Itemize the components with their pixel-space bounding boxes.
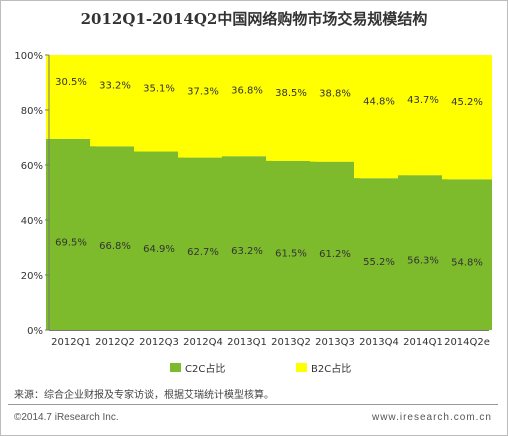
data-label: 33.2% (99, 81, 131, 92)
data-label: 69.5% (55, 237, 87, 248)
x-tick-label: 2013Q1 (227, 337, 267, 348)
data-label: 61.5% (275, 248, 307, 259)
legend-label: C2C占比 (185, 362, 225, 375)
data-label: 30.5% (55, 77, 87, 88)
y-tick-label: 20% (21, 271, 43, 282)
data-label: 63.2% (231, 246, 263, 257)
legend-label: B2C占比 (311, 362, 351, 375)
bar-segment (354, 178, 404, 330)
data-label: 54.8% (451, 258, 483, 269)
data-label: 35.1% (143, 83, 175, 94)
chart-title: 2012Q1-2014Q2中国网络购物市场交易规模结构 (80, 10, 428, 28)
y-tick-label: 0% (27, 326, 43, 337)
source-note: 来源：综合企业财报及专家访谈，根据艾瑞统计模型核算。 (14, 390, 274, 401)
x-tick-label: 2013Q2 (271, 337, 311, 348)
x-tick-label: 2013Q4 (359, 337, 399, 348)
bar-segment (90, 55, 140, 147)
copyright-text: ©2014.7 iResearch Inc. (14, 412, 119, 423)
bar-segment (398, 175, 448, 330)
x-tick-label: 2012Q3 (139, 337, 179, 348)
y-tick-label: 60% (21, 161, 43, 172)
bar-segment (134, 151, 184, 330)
data-label: 45.2% (451, 97, 483, 108)
bar-segment (178, 157, 228, 330)
stacked-bar-chart: 69.5% 30.5% 2012Q1 66.8% 33.2% 2012Q2 64.9% 35.… (14, 51, 492, 375)
bar-segment (398, 55, 448, 176)
data-label: 61.2% (319, 249, 351, 260)
x-tick-label: 2012Q1 (51, 337, 91, 348)
data-label: 36.8% (231, 86, 263, 97)
bar-segment (222, 55, 272, 157)
data-label: 55.2% (363, 257, 395, 268)
footer-divider (8, 404, 498, 405)
bar-segment (310, 55, 360, 162)
data-label: 43.7% (407, 95, 439, 106)
x-tick-label: 2013Q3 (315, 337, 355, 348)
legend-swatch (170, 363, 181, 372)
bar-segment (134, 55, 184, 152)
y-tick-label: 100% (14, 51, 43, 62)
bar-segment (90, 146, 140, 330)
data-label: 56.3% (407, 256, 439, 267)
x-tick-label: 2012Q4 (183, 337, 223, 348)
bar-segment (46, 138, 96, 330)
data-label: 66.8% (99, 241, 131, 252)
data-label: 64.9% (143, 244, 175, 255)
bar-segment (354, 55, 404, 179)
bar-segment (46, 55, 96, 139)
bar-segment (442, 179, 492, 330)
y-tick-label: 80% (21, 106, 43, 117)
y-tick-label: 40% (21, 216, 43, 227)
bar-segment (222, 156, 272, 330)
bar-segment (442, 55, 492, 180)
x-tick-label: 2012Q2 (95, 337, 135, 348)
bar-segment (266, 55, 316, 161)
x-tick-label: 2014Q1 (403, 337, 443, 348)
data-label: 37.3% (187, 86, 219, 97)
bar-segment (310, 161, 360, 330)
data-label: 44.8% (363, 97, 395, 108)
legend-swatch (296, 363, 307, 372)
x-tick-label: 2014Q2e (444, 337, 490, 348)
website-text: www.iresearch.com.cn (371, 412, 492, 423)
data-label: 38.5% (275, 88, 307, 99)
data-label: 38.8% (319, 88, 351, 99)
bar-segment (266, 160, 316, 330)
data-label: 62.7% (187, 247, 219, 258)
bar-segment (178, 55, 228, 158)
